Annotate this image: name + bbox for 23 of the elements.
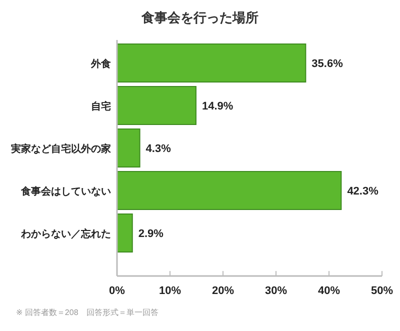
text: ※ 回答者数＝208 回答形式＝単一回答 [16, 308, 158, 317]
data-label: 2.9% [138, 228, 164, 240]
x-tick-label: 10% [158, 285, 182, 297]
x-tick-label: 50% [370, 285, 394, 297]
y-tick-label: 実家など自宅以外の家 [10, 143, 111, 155]
data-label: 4.3% [146, 143, 172, 155]
x-tick-label: 20% [212, 285, 234, 297]
data-label: 14.9% [202, 100, 234, 112]
x-tick-label: 0% [109, 285, 126, 297]
x-tick-label: 30% [264, 285, 288, 297]
data-label: 35.6% [312, 58, 344, 70]
bar [116, 171, 342, 210]
bar [116, 128, 140, 168]
chart-title: 食事会を行った場所 [140, 10, 258, 25]
bar [116, 44, 306, 82]
x-tick-label: 40% [318, 285, 340, 297]
y-tick-label: 自宅 [91, 100, 111, 112]
bar [116, 86, 196, 125]
y-tick-label: 外食 [90, 58, 111, 70]
y-tick-label: わからない／忘れた [20, 228, 111, 240]
data-label: 42.3% [347, 186, 379, 198]
bar [116, 214, 133, 252]
y-tick-label: 食事会はしていない [20, 186, 111, 198]
